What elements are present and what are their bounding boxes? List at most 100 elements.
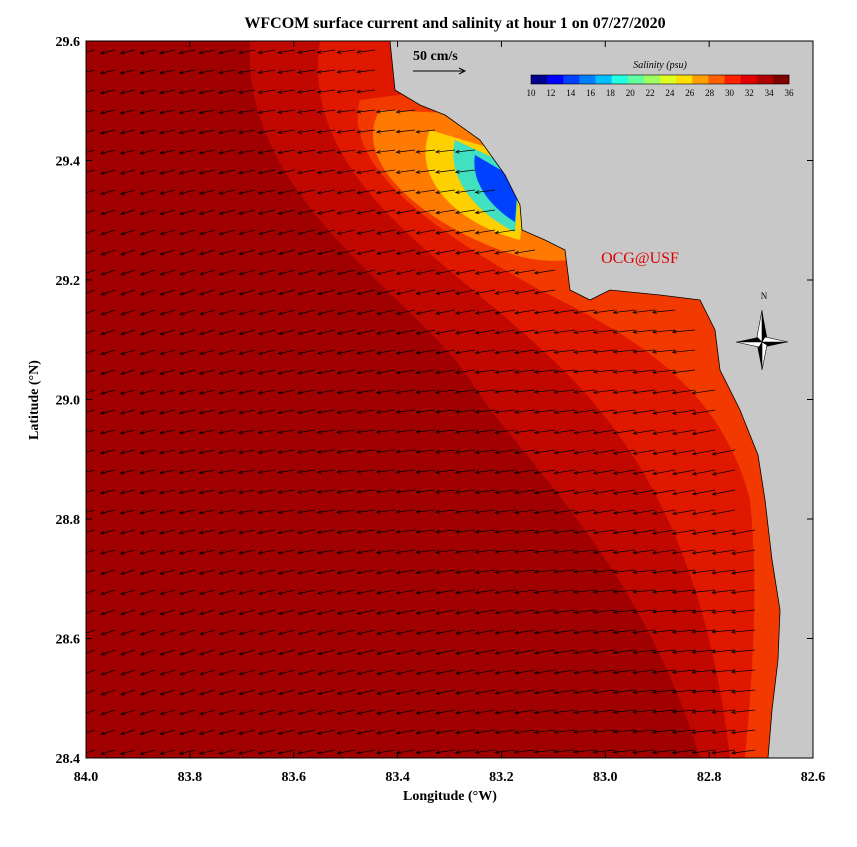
current-arrow bbox=[474, 289, 496, 295]
current-arrow bbox=[218, 649, 236, 656]
current-arrow bbox=[592, 409, 616, 415]
current-arrow bbox=[573, 429, 596, 435]
current-arrow bbox=[533, 589, 556, 594]
current-arrow bbox=[198, 569, 216, 575]
current-arrow bbox=[395, 529, 416, 534]
current-arrow bbox=[395, 549, 416, 554]
current-arrow bbox=[356, 409, 376, 414]
current-arrow bbox=[237, 549, 256, 555]
current-arrow bbox=[198, 89, 216, 95]
current-arrow bbox=[435, 309, 456, 315]
current-arrow bbox=[494, 729, 516, 735]
current-arrow bbox=[139, 649, 156, 656]
current-arrow bbox=[474, 529, 496, 534]
current-arrow bbox=[691, 749, 716, 755]
current-arrow bbox=[119, 429, 136, 435]
current-arrow bbox=[435, 229, 456, 235]
current-arrow bbox=[198, 209, 216, 215]
current-arrow bbox=[257, 49, 276, 55]
current-arrow bbox=[494, 589, 516, 595]
current-arrow bbox=[435, 489, 456, 494]
current-arrow bbox=[356, 329, 376, 335]
current-arrow bbox=[277, 409, 296, 415]
x-tick-label: 83.2 bbox=[489, 770, 514, 785]
current-arrow bbox=[297, 709, 316, 716]
current-arrow bbox=[86, 549, 96, 553]
current-arrow bbox=[159, 609, 176, 616]
current-arrow bbox=[179, 269, 196, 276]
current-arrow bbox=[297, 269, 316, 276]
current-arrow bbox=[592, 729, 616, 734]
current-arrow bbox=[86, 349, 96, 354]
current-arrow bbox=[297, 569, 316, 575]
current-arrow bbox=[671, 409, 696, 415]
current-arrow bbox=[514, 709, 536, 715]
current-arrow bbox=[100, 329, 116, 336]
current-arrow bbox=[277, 529, 296, 535]
current-arrow bbox=[198, 649, 216, 656]
current-arrow bbox=[652, 609, 676, 614]
current-arrow bbox=[179, 249, 196, 256]
colorbar-swatch bbox=[772, 75, 790, 84]
current-arrow bbox=[356, 249, 376, 256]
current-arrow bbox=[435, 249, 456, 255]
current-arrow bbox=[257, 549, 276, 555]
current-arrow bbox=[513, 589, 536, 595]
current-arrow bbox=[218, 129, 236, 135]
current-arrow bbox=[277, 229, 296, 236]
current-arrow bbox=[494, 609, 516, 615]
colorbar-swatch bbox=[676, 75, 693, 84]
compass-label: N bbox=[761, 291, 768, 301]
current-arrow bbox=[336, 269, 356, 276]
current-arrow bbox=[257, 629, 276, 636]
current-arrow bbox=[257, 89, 276, 94]
current-arrow bbox=[198, 169, 216, 175]
current-arrow bbox=[316, 109, 336, 114]
current-arrow bbox=[296, 129, 316, 134]
current-arrow bbox=[178, 169, 196, 175]
current-arrow bbox=[158, 489, 176, 495]
current-arrow bbox=[257, 529, 276, 535]
current-arrow bbox=[277, 709, 296, 716]
current-arrow bbox=[139, 369, 156, 375]
current-arrow bbox=[336, 229, 356, 235]
current-arrow bbox=[474, 569, 496, 574]
current-arrow bbox=[316, 529, 336, 535]
current-arrow bbox=[672, 469, 696, 476]
current-arrow bbox=[86, 169, 96, 173]
current-arrow bbox=[139, 149, 156, 155]
current-arrow bbox=[415, 549, 436, 554]
current-arrow bbox=[198, 689, 216, 696]
current-arrow bbox=[671, 369, 696, 375]
current-arrow bbox=[691, 409, 716, 415]
current-arrow bbox=[671, 709, 696, 714]
current-arrow bbox=[316, 449, 336, 454]
current-arrow bbox=[178, 409, 196, 415]
current-arrow bbox=[415, 709, 436, 715]
current-arrow bbox=[336, 409, 356, 414]
current-arrow bbox=[356, 229, 376, 235]
current-arrow bbox=[316, 409, 336, 415]
current-arrow bbox=[100, 749, 116, 755]
current-arrow bbox=[533, 729, 556, 734]
current-arrow bbox=[395, 269, 416, 276]
current-arrow bbox=[198, 429, 216, 435]
current-arrow bbox=[86, 609, 96, 614]
current-arrow bbox=[395, 429, 416, 434]
current-arrow bbox=[297, 549, 316, 555]
current-arrow bbox=[159, 289, 176, 296]
current-arrow bbox=[435, 689, 456, 695]
current-arrow bbox=[494, 349, 516, 355]
current-arrow bbox=[533, 489, 556, 495]
current-arrow bbox=[632, 609, 656, 614]
current-arrow bbox=[86, 729, 96, 734]
current-arrow bbox=[257, 329, 276, 336]
current-arrow bbox=[178, 429, 196, 435]
current-arrow bbox=[139, 189, 156, 195]
current-arrow bbox=[454, 369, 476, 375]
current-arrow bbox=[533, 409, 556, 414]
current-arrow bbox=[237, 449, 256, 455]
current-arrow bbox=[553, 489, 576, 495]
current-arrow bbox=[533, 529, 556, 534]
